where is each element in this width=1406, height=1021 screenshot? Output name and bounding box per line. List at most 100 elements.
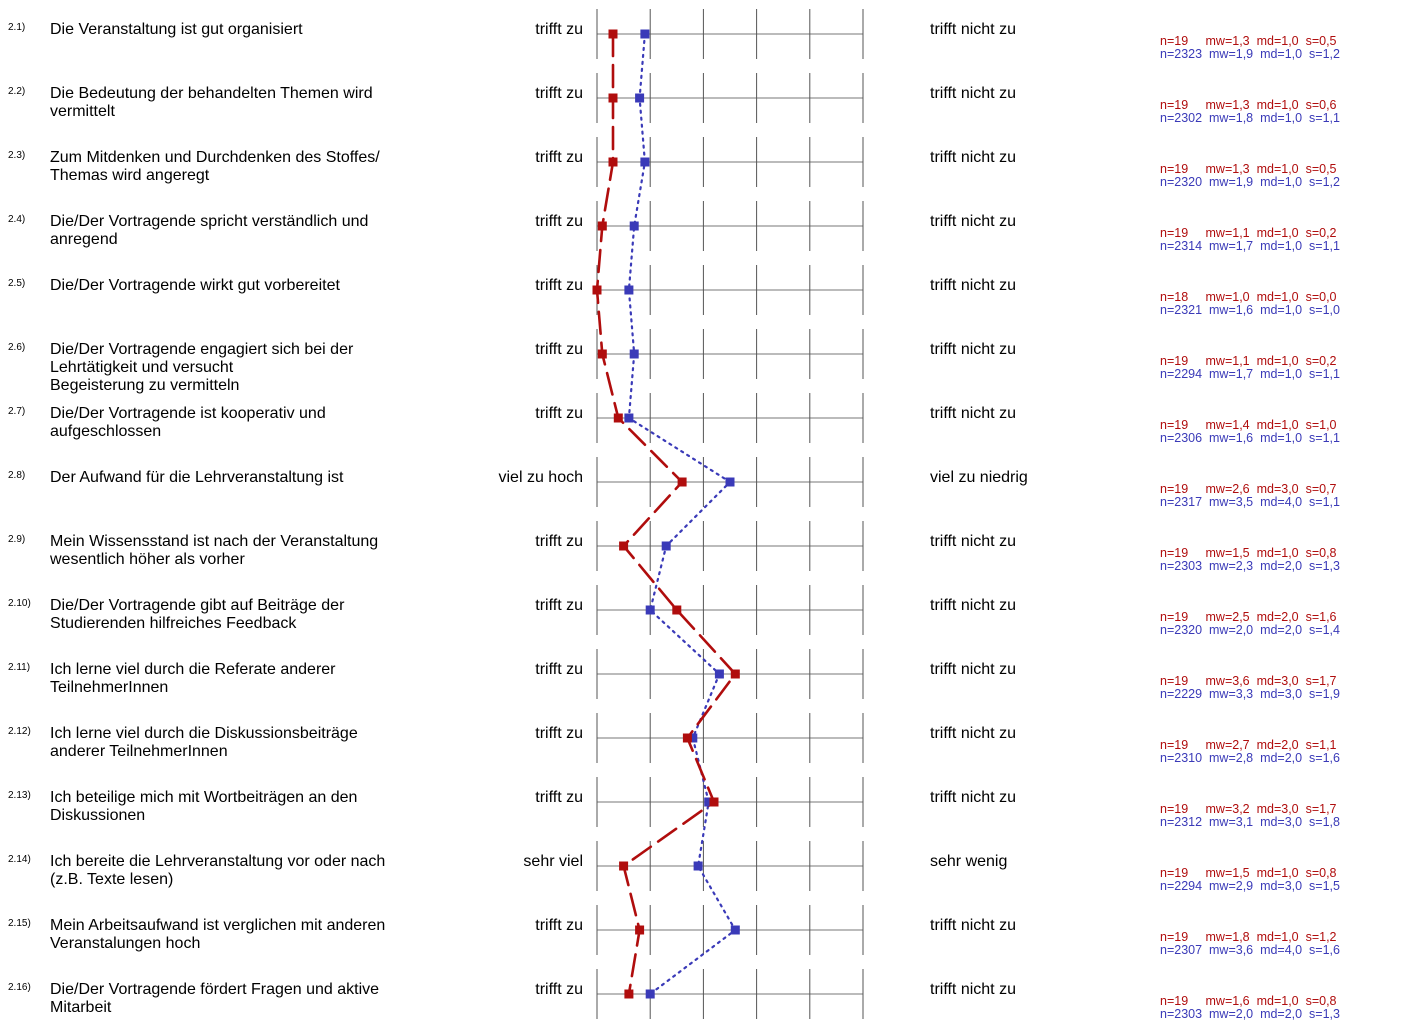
question-text: Zum Mitdenken und Durchdenken des Stoffe… bbox=[50, 149, 380, 166]
right-pole-label: trifft nicht zu bbox=[930, 341, 1016, 358]
item-number: 2.14) bbox=[8, 854, 31, 865]
rows-layer: 2.1) Die Veranstaltung ist gut organisier… bbox=[8, 9, 1340, 1021]
course-marker bbox=[619, 861, 629, 871]
course-marker bbox=[730, 669, 740, 679]
question-text: Ich beteilige mich mit Wortbeiträgen an … bbox=[50, 789, 357, 806]
left-pole-label: trifft zu bbox=[535, 149, 583, 166]
question-row: 2.7) Die/Der Vortragende ist kooperativ u… bbox=[8, 393, 1340, 445]
question-text: Ich lerne viel durch die Diskussionsbeit… bbox=[50, 725, 358, 742]
course-marker bbox=[709, 797, 719, 807]
right-pole-label: trifft nicht zu bbox=[930, 213, 1016, 230]
question-text: Die/Der Vortragende spricht verständlich… bbox=[50, 213, 368, 230]
item-number: 2.3) bbox=[8, 150, 25, 161]
item-number: 2.5) bbox=[8, 278, 25, 289]
right-pole-label: trifft nicht zu bbox=[930, 533, 1016, 550]
stat-all: n=2303 mw=2,0 md=2,0 s=1,3 bbox=[1160, 1007, 1340, 1021]
course-marker bbox=[672, 605, 682, 615]
question-row: 2.12) Ich lerne viel durch die Diskussion… bbox=[8, 713, 1340, 765]
right-pole-label: trifft nicht zu bbox=[930, 85, 1016, 102]
course-marker bbox=[608, 29, 618, 39]
left-pole-label: trifft zu bbox=[535, 213, 583, 230]
left-pole-label: trifft zu bbox=[535, 917, 583, 934]
question-row: 2.8) Der Aufwand für die Lehrveranstaltun… bbox=[8, 457, 1340, 509]
all-marker bbox=[693, 861, 703, 871]
all-marker bbox=[704, 797, 714, 807]
question-row: 2.11) Ich lerne viel durch die Referate a… bbox=[8, 649, 1340, 701]
question-text: Diskussionen bbox=[50, 807, 145, 824]
all-marker bbox=[629, 221, 639, 231]
all-profile-line bbox=[627, 32, 737, 996]
question-text: (z.B. Texte lesen) bbox=[50, 871, 173, 888]
question-row: 2.5) Die/Der Vortragende wirkt gut vorber… bbox=[8, 265, 1340, 317]
stat-course: n=19 mw=1,6 md=1,0 s=0,8 bbox=[1160, 994, 1337, 1008]
stat-all: n=2302 mw=1,8 md=1,0 s=1,1 bbox=[1160, 111, 1340, 125]
question-text: Die/Der Vortragende engagiert sich bei d… bbox=[50, 341, 354, 358]
stat-all: n=2294 mw=1,7 md=1,0 s=1,1 bbox=[1160, 367, 1340, 381]
all-marker bbox=[624, 413, 634, 423]
stat-all: n=2306 mw=1,6 md=1,0 s=1,1 bbox=[1160, 431, 1340, 445]
left-pole-label: trifft zu bbox=[535, 85, 583, 102]
right-pole-label: viel zu niedrig bbox=[930, 469, 1028, 486]
item-number: 2.6) bbox=[8, 342, 25, 353]
item-number: 2.12) bbox=[8, 726, 31, 737]
question-text: Die/Der Vortragende wirkt gut vorbereite… bbox=[50, 277, 340, 294]
left-pole-label: trifft zu bbox=[535, 21, 583, 38]
question-text: Veranstalungen hoch bbox=[50, 935, 200, 952]
stat-all: n=2312 mw=3,1 md=3,0 s=1,8 bbox=[1160, 815, 1340, 829]
stat-course: n=19 mw=3,2 md=3,0 s=1,7 bbox=[1160, 802, 1337, 816]
question-text: Mitarbeit bbox=[50, 999, 112, 1016]
question-row: 2.10) Die/Der Vortragende gibt auf Beiträ… bbox=[8, 585, 1340, 637]
question-text: Die/Der Vortragende gibt auf Beiträge de… bbox=[50, 597, 345, 614]
course-marker bbox=[597, 221, 607, 231]
right-pole-label: trifft nicht zu bbox=[930, 661, 1016, 678]
stat-course: n=19 mw=2,7 md=2,0 s=1,1 bbox=[1160, 738, 1337, 752]
item-number: 2.9) bbox=[8, 534, 25, 545]
item-number: 2.4) bbox=[8, 214, 25, 225]
course-marker bbox=[608, 93, 618, 103]
right-pole-label: trifft nicht zu bbox=[930, 277, 1016, 294]
all-marker bbox=[725, 477, 735, 487]
question-text: Themas wird angeregt bbox=[50, 167, 210, 184]
question-row: 2.2) Die Bedeutung der behandelten Themen… bbox=[8, 73, 1340, 125]
course-marker bbox=[624, 989, 634, 999]
markers-layer bbox=[592, 29, 740, 999]
course-marker bbox=[619, 541, 629, 551]
all-marker bbox=[640, 29, 650, 39]
question-row: 2.3) Zum Mitdenken und Durchdenken des St… bbox=[8, 137, 1340, 189]
left-pole-label: trifft zu bbox=[535, 981, 583, 998]
question-text: wesentlich höher als vorher bbox=[49, 551, 245, 568]
item-number: 2.11) bbox=[8, 662, 30, 673]
item-number: 2.7) bbox=[8, 406, 25, 417]
question-text: Die Bedeutung der behandelten Themen wir… bbox=[50, 85, 373, 102]
course-marker bbox=[635, 925, 645, 935]
stat-all: n=2317 mw=3,5 md=4,0 s=1,1 bbox=[1160, 495, 1340, 509]
stat-all: n=2229 mw=3,3 md=3,0 s=1,9 bbox=[1160, 687, 1340, 701]
item-number: 2.1) bbox=[8, 22, 25, 33]
all-marker bbox=[730, 925, 740, 935]
right-pole-label: trifft nicht zu bbox=[930, 981, 1016, 998]
left-pole-label: trifft zu bbox=[535, 725, 583, 742]
item-number: 2.10) bbox=[8, 598, 31, 609]
stat-course: n=19 mw=1,3 md=1,0 s=0,5 bbox=[1160, 34, 1337, 48]
stat-course: n=19 mw=1,3 md=1,0 s=0,5 bbox=[1160, 162, 1337, 176]
course-marker bbox=[597, 349, 607, 359]
question-row: 2.14) Ich bereite die Lehrveranstaltung v… bbox=[8, 841, 1340, 893]
question-text: Der Aufwand für die Lehrveranstaltung is… bbox=[50, 469, 344, 486]
course-profile-line bbox=[595, 32, 737, 996]
all-marker bbox=[645, 989, 655, 999]
stat-all: n=2320 mw=1,9 md=1,0 s=1,2 bbox=[1160, 175, 1340, 189]
question-text: Lehrtätigkeit und versucht bbox=[50, 359, 234, 376]
course-marker bbox=[677, 477, 687, 487]
lines-layer bbox=[595, 32, 737, 996]
stat-course: n=19 mw=1,1 md=1,0 s=0,2 bbox=[1160, 354, 1337, 368]
left-pole-label: sehr viel bbox=[523, 853, 583, 870]
question-row: 2.1) Die Veranstaltung ist gut organisier… bbox=[8, 9, 1340, 61]
question-text: Die/Der Vortragende ist kooperativ und bbox=[50, 405, 326, 422]
all-marker bbox=[688, 733, 698, 743]
stat-all: n=2307 mw=3,6 md=4,0 s=1,6 bbox=[1160, 943, 1340, 957]
left-pole-label: trifft zu bbox=[535, 277, 583, 294]
item-number: 2.2) bbox=[8, 86, 25, 97]
left-pole-label: trifft zu bbox=[535, 597, 583, 614]
right-pole-label: trifft nicht zu bbox=[930, 21, 1016, 38]
question-row: 2.6) Die/Der Vortragende engagiert sich b… bbox=[8, 329, 1340, 394]
